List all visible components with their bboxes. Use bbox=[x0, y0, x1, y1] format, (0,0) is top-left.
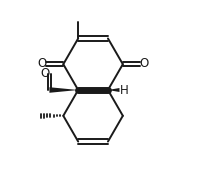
Text: H: H bbox=[120, 84, 128, 96]
Polygon shape bbox=[49, 87, 78, 93]
Text: O: O bbox=[139, 57, 149, 70]
Text: O: O bbox=[38, 57, 47, 70]
Text: O: O bbox=[40, 67, 50, 80]
Polygon shape bbox=[108, 88, 120, 92]
